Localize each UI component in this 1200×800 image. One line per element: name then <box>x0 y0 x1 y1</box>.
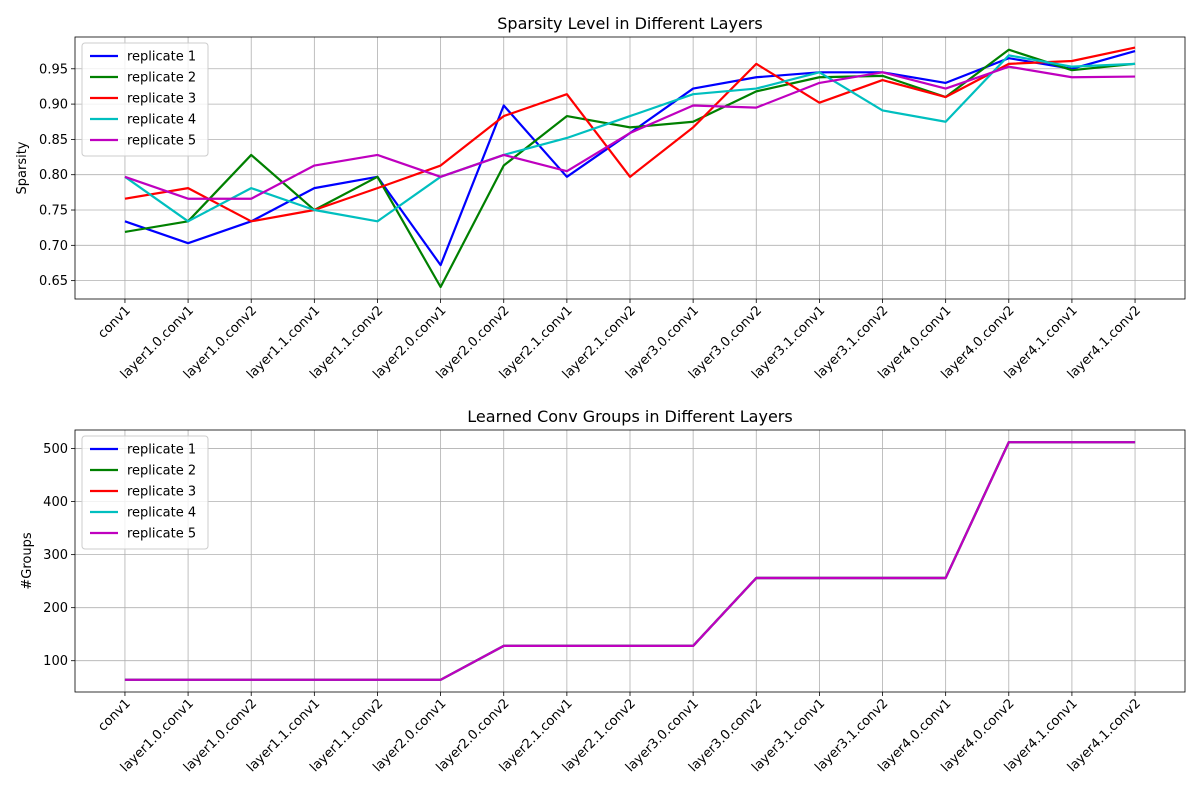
x-tick-label: conv1 <box>95 303 133 341</box>
y-tick-label: 0.90 <box>39 98 68 113</box>
y-tick-label: 0.70 <box>39 239 68 254</box>
legend-label: replicate 3 <box>127 92 196 107</box>
legend: replicate 1 replicate 2 replicate 3 replica… <box>81 42 209 157</box>
chart-title: Learned Conv Groups in Different Layers <box>467 407 792 426</box>
y-axis-label: Sparsity <box>15 141 30 194</box>
legend: replicate 1 replicate 2 replicate 3 replica… <box>81 435 209 550</box>
y-axis-label: #Groups <box>20 532 35 589</box>
y-tick-label: 200 <box>43 601 68 616</box>
legend-label: replicate 3 <box>127 485 196 500</box>
legend-label: replicate 2 <box>127 71 196 86</box>
y-tick-label: 400 <box>43 495 68 510</box>
y-tick-label: 300 <box>43 548 68 563</box>
legend-label: replicate 5 <box>127 527 196 542</box>
chart-title: Sparsity Level in Different Layers <box>497 14 762 33</box>
y-tick-label: 0.75 <box>39 204 68 219</box>
y-tick-label: 100 <box>43 654 68 669</box>
series-line-replicate-4 <box>124 54 1136 223</box>
y-tick-label: 0.65 <box>39 274 68 289</box>
legend-label: replicate 4 <box>127 113 196 128</box>
legend-label: replicate 2 <box>127 464 196 479</box>
legend-label: replicate 1 <box>127 50 196 65</box>
series-line-replicate-5 <box>124 441 1136 681</box>
series-line-replicate-5 <box>124 65 1136 200</box>
y-tick-label: 0.95 <box>39 62 68 77</box>
legend-label: replicate 5 <box>127 134 196 149</box>
sparsity-chart: Sparsity Level in Different Layers conv1… <box>15 14 1186 382</box>
groups-chart: Learned Conv Groups in Different Layers … <box>20 407 1186 775</box>
y-tick-label: 0.80 <box>39 168 68 183</box>
legend-box <box>81 42 209 157</box>
y-tick-label: 0.85 <box>39 133 68 148</box>
legend-label: replicate 1 <box>127 443 196 458</box>
legend-box <box>81 435 209 550</box>
series-line-replicate-3 <box>124 46 1136 223</box>
y-tick-label: 500 <box>43 442 68 457</box>
x-tick-label: conv1 <box>95 696 133 734</box>
legend-label: replicate 4 <box>127 506 196 521</box>
